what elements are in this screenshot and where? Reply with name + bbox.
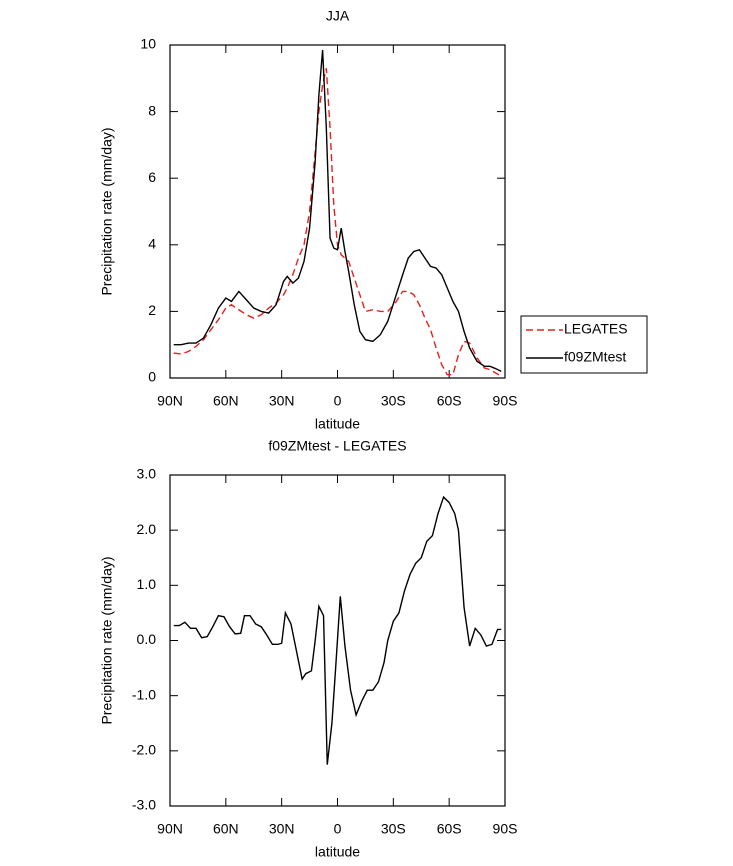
legend-label: LEGATES xyxy=(564,321,628,337)
x-tick-label: 60N xyxy=(213,393,239,409)
chart-title: f09ZMtest - LEGATES xyxy=(268,438,406,454)
y-tick-label: 10 xyxy=(140,36,156,52)
x-axis-label: latitude xyxy=(315,416,360,432)
x-axis-label: latitude xyxy=(315,844,360,860)
x-tick-label: 0 xyxy=(334,821,342,837)
x-tick-label: 90S xyxy=(493,821,518,837)
legend-box xyxy=(520,315,648,374)
y-tick-label: 0.0 xyxy=(137,631,157,647)
y-tick-label: 0 xyxy=(148,369,156,385)
data-line xyxy=(173,495,502,765)
x-tick-label: 60S xyxy=(437,821,462,837)
x-tick-label: 30N xyxy=(269,821,295,837)
y-tick-label: 8 xyxy=(148,102,156,118)
plot-frame xyxy=(169,44,506,379)
x-tick-label: 60S xyxy=(437,393,462,409)
legend: LEGATES f09ZMtest xyxy=(520,315,648,374)
y-tick-label: -3.0 xyxy=(132,797,156,813)
y-tick-label: -2.0 xyxy=(132,742,156,758)
y-tick-label: -1.0 xyxy=(132,686,156,702)
x-tick-label: 30N xyxy=(269,393,295,409)
chart-title: JJA xyxy=(326,8,350,24)
x-tick-label: 30S xyxy=(381,821,406,837)
x-tick-label: 30S xyxy=(381,393,406,409)
y-axis-label: Precipitation rate (mm/day) xyxy=(99,127,115,295)
x-tick-label: 0 xyxy=(334,393,342,409)
y-axis-label: Precipitation rate (mm/day) xyxy=(99,556,115,724)
x-tick-label: 60N xyxy=(213,821,239,837)
y-tick-label: 2.0 xyxy=(137,521,157,537)
y-tick-label: 1.0 xyxy=(137,576,157,592)
x-tick-label: 90S xyxy=(493,393,518,409)
legend-label: f09ZMtest xyxy=(564,349,626,365)
x-tick-label: 90N xyxy=(157,393,183,409)
y-tick-label: 3.0 xyxy=(137,466,157,482)
y-tick-label: 2 xyxy=(148,302,156,318)
x-tick-label: 90N xyxy=(157,821,183,837)
data-line xyxy=(173,68,502,377)
data-line xyxy=(173,49,502,372)
y-tick-label: 6 xyxy=(148,169,156,185)
y-tick-label: 4 xyxy=(148,236,156,252)
